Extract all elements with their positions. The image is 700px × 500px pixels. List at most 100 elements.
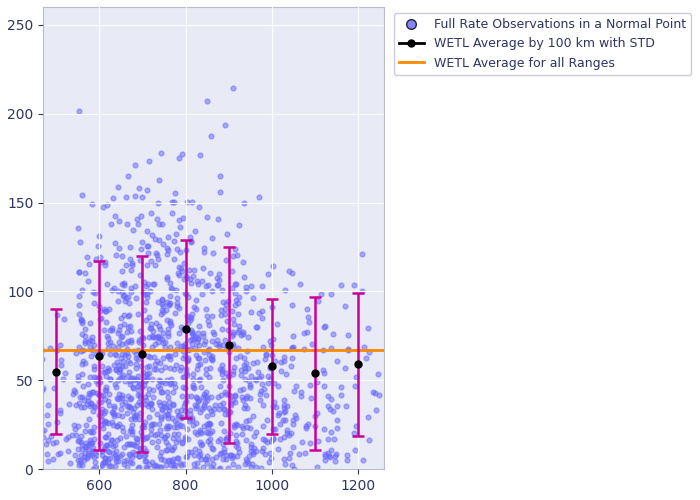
Full Rate Observations in a Normal Point [156,388,167,396]
Full Rate Observations in a Normal Point [176,150,188,158]
Full Rate Observations in a Normal Point [206,354,217,362]
Full Rate Observations in a Normal Point [48,439,59,447]
Full Rate Observations in a Normal Point [75,315,86,323]
Full Rate Observations in a Normal Point [113,376,124,384]
Full Rate Observations in a Normal Point [139,376,150,384]
Full Rate Observations in a Normal Point [216,364,228,372]
Full Rate Observations in a Normal Point [227,284,238,292]
Full Rate Observations in a Normal Point [239,273,250,281]
Full Rate Observations in a Normal Point [230,289,241,297]
Full Rate Observations in a Normal Point [142,352,153,360]
Full Rate Observations in a Normal Point [137,341,148,349]
Full Rate Observations in a Normal Point [236,366,247,374]
Full Rate Observations in a Normal Point [118,311,130,319]
Full Rate Observations in a Normal Point [71,431,82,439]
Full Rate Observations in a Normal Point [169,379,180,387]
Full Rate Observations in a Normal Point [277,416,288,424]
Full Rate Observations in a Normal Point [183,354,194,362]
Full Rate Observations in a Normal Point [118,320,130,328]
Full Rate Observations in a Normal Point [253,374,265,382]
Full Rate Observations in a Normal Point [113,365,125,373]
Full Rate Observations in a Normal Point [193,354,204,362]
Full Rate Observations in a Normal Point [319,456,330,464]
Full Rate Observations in a Normal Point [231,442,242,450]
Full Rate Observations in a Normal Point [169,461,181,469]
Full Rate Observations in a Normal Point [113,298,124,306]
Full Rate Observations in a Normal Point [202,312,213,320]
Full Rate Observations in a Normal Point [92,448,104,456]
Full Rate Observations in a Normal Point [237,396,248,404]
Full Rate Observations in a Normal Point [80,337,91,345]
Full Rate Observations in a Normal Point [181,198,193,205]
Full Rate Observations in a Normal Point [172,340,183,347]
Full Rate Observations in a Normal Point [228,252,239,260]
Full Rate Observations in a Normal Point [278,408,289,416]
Full Rate Observations in a Normal Point [279,404,290,412]
Full Rate Observations in a Normal Point [274,409,285,417]
Full Rate Observations in a Normal Point [220,369,232,377]
Full Rate Observations in a Normal Point [369,390,380,398]
Full Rate Observations in a Normal Point [162,424,174,432]
Full Rate Observations in a Normal Point [132,354,144,362]
Full Rate Observations in a Normal Point [179,408,190,416]
Full Rate Observations in a Normal Point [164,380,176,388]
Full Rate Observations in a Normal Point [141,298,152,306]
Full Rate Observations in a Normal Point [126,284,137,292]
Full Rate Observations in a Normal Point [74,292,85,300]
Full Rate Observations in a Normal Point [166,198,177,206]
Full Rate Observations in a Normal Point [160,462,172,469]
Full Rate Observations in a Normal Point [228,320,239,328]
Full Rate Observations in a Normal Point [147,393,158,401]
Full Rate Observations in a Normal Point [117,372,128,380]
Full Rate Observations in a Normal Point [216,286,228,294]
Full Rate Observations in a Normal Point [199,348,210,356]
Full Rate Observations in a Normal Point [220,256,232,264]
Full Rate Observations in a Normal Point [103,306,114,314]
Full Rate Observations in a Normal Point [138,288,149,296]
Full Rate Observations in a Normal Point [256,386,267,394]
Full Rate Observations in a Normal Point [86,352,97,360]
Full Rate Observations in a Normal Point [139,418,150,426]
Full Rate Observations in a Normal Point [125,380,136,388]
Full Rate Observations in a Normal Point [103,396,114,404]
Full Rate Observations in a Normal Point [179,433,190,441]
Full Rate Observations in a Normal Point [76,360,88,368]
Full Rate Observations in a Normal Point [150,249,161,257]
Full Rate Observations in a Normal Point [160,338,171,345]
Full Rate Observations in a Normal Point [234,386,245,394]
Full Rate Observations in a Normal Point [141,396,152,404]
Full Rate Observations in a Normal Point [158,330,169,338]
Full Rate Observations in a Normal Point [267,424,279,432]
Full Rate Observations in a Normal Point [215,172,226,180]
Full Rate Observations in a Normal Point [102,334,113,342]
Full Rate Observations in a Normal Point [278,401,289,409]
Full Rate Observations in a Normal Point [178,214,189,222]
Full Rate Observations in a Normal Point [197,276,208,284]
Full Rate Observations in a Normal Point [132,400,143,408]
Full Rate Observations in a Normal Point [163,414,174,422]
Full Rate Observations in a Normal Point [113,342,124,350]
Full Rate Observations in a Normal Point [207,352,218,360]
Full Rate Observations in a Normal Point [99,420,110,428]
Full Rate Observations in a Normal Point [278,353,289,361]
Full Rate Observations in a Normal Point [63,447,74,455]
Full Rate Observations in a Normal Point [241,424,253,432]
Full Rate Observations in a Normal Point [117,428,128,436]
Full Rate Observations in a Normal Point [146,458,158,466]
Full Rate Observations in a Normal Point [55,409,66,417]
Full Rate Observations in a Normal Point [270,425,281,433]
Full Rate Observations in a Normal Point [162,324,173,332]
Full Rate Observations in a Normal Point [183,416,195,424]
Full Rate Observations in a Normal Point [74,460,85,468]
Full Rate Observations in a Normal Point [267,402,278,410]
Full Rate Observations in a Normal Point [198,390,209,398]
Full Rate Observations in a Normal Point [114,366,125,374]
Full Rate Observations in a Normal Point [181,392,193,400]
Full Rate Observations in a Normal Point [104,390,115,398]
Full Rate Observations in a Normal Point [178,259,190,267]
Full Rate Observations in a Normal Point [287,332,298,340]
Full Rate Observations in a Normal Point [222,464,233,472]
Full Rate Observations in a Normal Point [251,358,262,366]
Full Rate Observations in a Normal Point [141,434,152,442]
Full Rate Observations in a Normal Point [180,399,191,407]
